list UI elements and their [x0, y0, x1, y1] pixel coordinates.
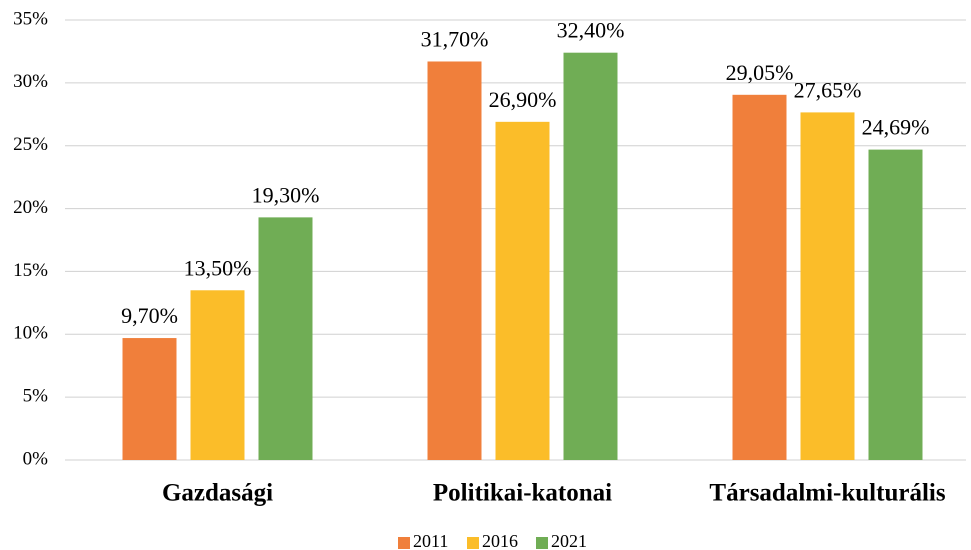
bar [563, 52, 618, 460]
bar [122, 338, 177, 460]
bar [427, 61, 482, 460]
value-label: 26,90% [489, 87, 557, 112]
y-tick-label: 0% [23, 448, 49, 469]
bar [495, 121, 550, 460]
legend-swatch [467, 537, 479, 549]
y-tick-label: 15% [13, 260, 48, 281]
bar [800, 112, 855, 461]
value-label: 31,70% [421, 27, 489, 52]
y-tick-label: 5% [23, 386, 49, 407]
x-tick-label: Politikai-katonai [433, 480, 612, 507]
x-tick-label: Gazdasági [162, 480, 273, 507]
bar [190, 290, 245, 460]
value-label: 29,05% [726, 60, 794, 85]
value-label: 27,65% [794, 77, 862, 102]
value-label: 24,69% [862, 115, 930, 140]
bar [732, 94, 787, 461]
y-tick-label: 30% [13, 71, 48, 92]
bar [868, 149, 923, 460]
legend-swatch [398, 537, 410, 549]
value-label: 19,30% [252, 182, 320, 207]
bar [258, 217, 313, 460]
value-label: 32,40% [557, 18, 625, 43]
y-tick-label: 35% [13, 8, 48, 29]
legend-label: 2011 [413, 531, 448, 550]
legend-swatch [536, 537, 548, 549]
y-tick-label: 10% [13, 323, 48, 344]
x-tick-label: Társadalmi-kulturális [709, 480, 945, 507]
legend-label: 2021 [551, 531, 587, 550]
value-label: 13,50% [184, 255, 252, 280]
y-tick-label: 20% [13, 197, 48, 218]
legend-label: 2016 [482, 531, 518, 550]
value-label: 9,70% [121, 303, 178, 328]
y-tick-label: 25% [13, 134, 48, 155]
